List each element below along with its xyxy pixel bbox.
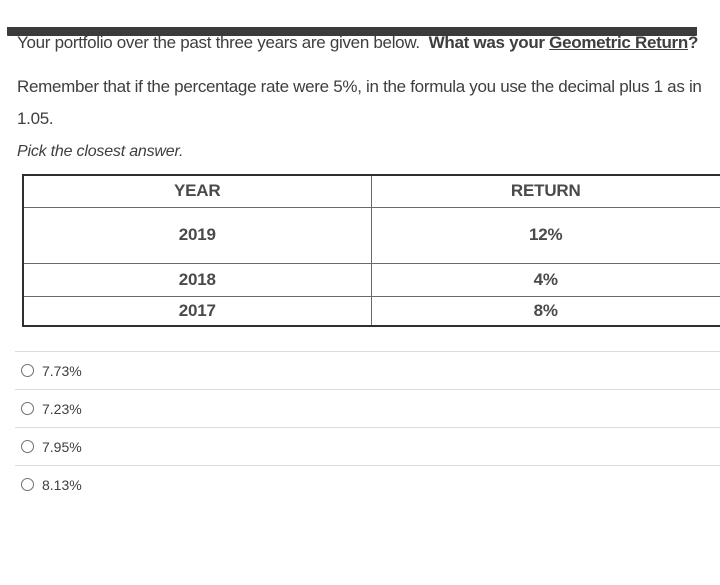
table-cell-return: 12% — [370, 206, 720, 264]
table-cell-year: 2017 — [22, 295, 372, 327]
table-cell-return: 8% — [370, 295, 720, 327]
answer-option-label: 7.73% — [42, 362, 82, 379]
question-prompt: Your portfolio over the past three years… — [17, 27, 717, 59]
question-hint: Remember that if the percentage rate wer… — [17, 77, 702, 128]
answer-option-label: 7.95% — [42, 438, 82, 455]
table-row: 2017 8% — [22, 295, 720, 327]
question-instruction: Pick the closest answer. — [17, 143, 184, 160]
table-cell-year: 2019 — [22, 206, 372, 264]
table-cell-year: 2018 — [22, 262, 372, 297]
question-prompt-regular: Your portfolio over the past three years… — [17, 33, 429, 52]
question-prompt-bold: What was your — [428, 33, 550, 52]
answer-option-1[interactable]: 7.73% — [15, 351, 720, 389]
question-prompt-suffix: ? — [687, 33, 699, 52]
table-cell-return: 4% — [370, 262, 720, 297]
table-header-row: YEAR RETURN — [22, 174, 720, 208]
radio-button-icon[interactable] — [21, 402, 34, 415]
table-row: 2018 4% — [22, 262, 720, 297]
answer-option-2[interactable]: 7.23% — [15, 389, 720, 427]
answer-option-label: 8.13% — [42, 476, 82, 493]
radio-button-icon[interactable] — [21, 364, 34, 377]
question-prompt-underlined-term: Geometric Return — [549, 33, 688, 52]
radio-button-icon[interactable] — [21, 440, 34, 453]
table-header-return: RETURN — [370, 174, 720, 208]
table-header-year: YEAR — [22, 174, 372, 208]
answer-option-3[interactable]: 7.95% — [15, 427, 720, 465]
radio-button-icon[interactable] — [21, 478, 34, 491]
answer-option-4[interactable]: 8.13% — [15, 465, 720, 503]
answer-option-label: 7.23% — [42, 400, 82, 417]
returns-table: YEAR RETURN 2019 12% 2018 4% 2017 8% — [22, 174, 720, 327]
table-row: 2019 12% — [22, 206, 720, 264]
answer-options-list: 7.73% 7.23% 7.95% 8.13% — [15, 351, 720, 503]
top-divider-bar — [7, 27, 697, 36]
